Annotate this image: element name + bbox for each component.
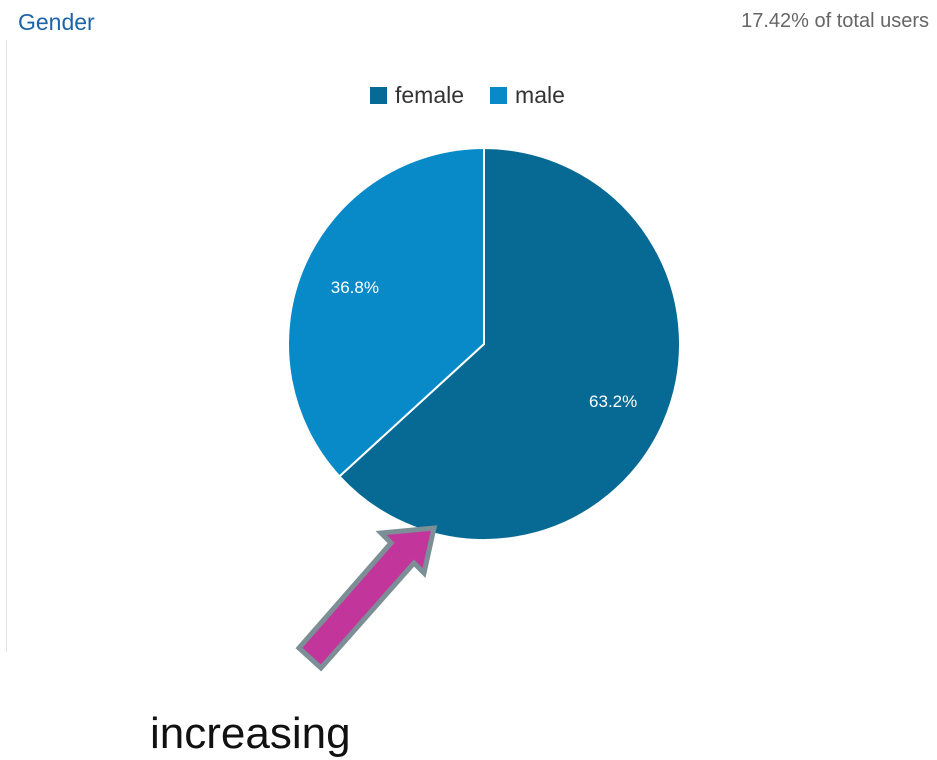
pie-label-male: 36.8% xyxy=(331,278,379,297)
pie-label-female: 63.2% xyxy=(589,392,637,411)
chart-legend: female male xyxy=(370,82,565,108)
card-title[interactable]: Gender xyxy=(18,9,95,35)
card-divider xyxy=(6,40,7,652)
pie-slice-female[interactable] xyxy=(338,146,681,541)
annotation-text: increasing xyxy=(150,709,351,758)
pie-chart: 63.2% 36.8% xyxy=(287,146,681,672)
gender-card: Gender 17.42% of total users female male xyxy=(6,9,929,652)
pie-slice-male[interactable] xyxy=(287,146,485,478)
legend-label-female: female xyxy=(395,82,465,108)
legend-swatch-female xyxy=(370,86,387,104)
legend-item-female[interactable]: female xyxy=(370,82,464,108)
legend-swatch-male xyxy=(490,86,508,104)
legend-item-male[interactable]: male xyxy=(490,82,565,108)
up-right-arrow-icon xyxy=(295,525,438,672)
legend-label-male: male xyxy=(515,82,565,108)
card-subtitle: 17.42% of total users xyxy=(741,10,929,32)
